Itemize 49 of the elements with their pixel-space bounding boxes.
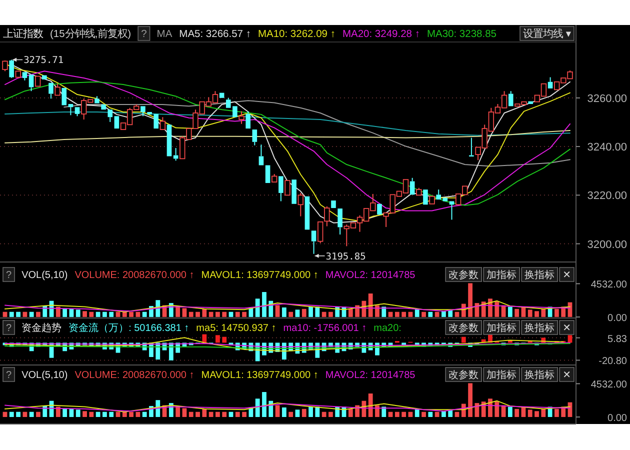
chart-subtitle: (15分钟线,前复权)	[50, 28, 132, 40]
annotation: 加指标	[486, 269, 517, 281]
annotation: 换指标	[524, 269, 555, 281]
annotation: ?	[6, 270, 12, 281]
text: 加指标	[486, 369, 517, 381]
text: MA30: 3238.85	[426, 29, 497, 40]
y-tick-label: 3240.00	[587, 142, 627, 154]
chart-title: VOL(5,10)	[22, 270, 68, 281]
text: 加指标	[486, 322, 517, 334]
series-label: ma5: 14750.937 ↑	[196, 323, 276, 334]
text: ?	[141, 29, 148, 40]
text: ✕	[562, 370, 571, 381]
y-tick-label: 0.00	[608, 413, 628, 424]
y-tick-label: 4532.00	[590, 280, 628, 291]
y-tick-label: 3200.00	[587, 238, 627, 251]
y-tick-label: -20.80	[598, 356, 628, 368]
text: MA	[156, 29, 172, 40]
y-tick-label: 3220.00	[587, 190, 627, 202]
annotation: 3275.71	[24, 55, 64, 66]
series-label: 资金流（万）: 50166.381 ↑	[68, 322, 190, 334]
annotation: 改参数	[448, 269, 479, 281]
text: ✕	[562, 323, 571, 334]
text: VOLUME: 20082670.000 ↑	[74, 270, 194, 281]
text: 换指标	[524, 322, 555, 334]
chart-title: 资金趋势	[22, 322, 62, 334]
chart-title: VOL(5,10)	[22, 370, 68, 381]
text: ?	[6, 370, 12, 381]
text: ?	[6, 323, 12, 334]
text: VOLUME: 20082670.000 ↑	[74, 370, 194, 381]
y-tick-label: 0.00	[608, 313, 628, 324]
y-tick-label: 4532.00	[590, 380, 628, 391]
text: MA5: 3266.57 ↑	[179, 29, 251, 40]
text: MAVOL1: 13697749.000 ↑	[201, 270, 318, 281]
series-label: ma20:	[374, 323, 402, 334]
annotation: ✕	[562, 270, 571, 281]
text: 换指标	[524, 369, 555, 381]
text: MA20: 3249.28 ↑	[342, 29, 420, 40]
annotation: 3195.85	[326, 251, 366, 262]
text: 改参数	[448, 322, 479, 334]
text: MAVOL2: 12014785	[325, 270, 416, 281]
text: 设置均线 ▾	[523, 28, 572, 40]
text: MA10: 3262.09 ↑	[258, 29, 336, 40]
text: 改参数	[448, 369, 479, 381]
text: MAVOL2: 12014785	[325, 370, 416, 381]
y-tick-label: 3260.00	[587, 92, 627, 105]
text: MAVOL1: 13697749.000 ↑	[201, 370, 318, 381]
y-tick-label: 5.83	[608, 334, 628, 345]
chart-title: 上证指数	[3, 28, 43, 40]
series-label: ma10: -1756.001 ↑	[283, 323, 367, 334]
